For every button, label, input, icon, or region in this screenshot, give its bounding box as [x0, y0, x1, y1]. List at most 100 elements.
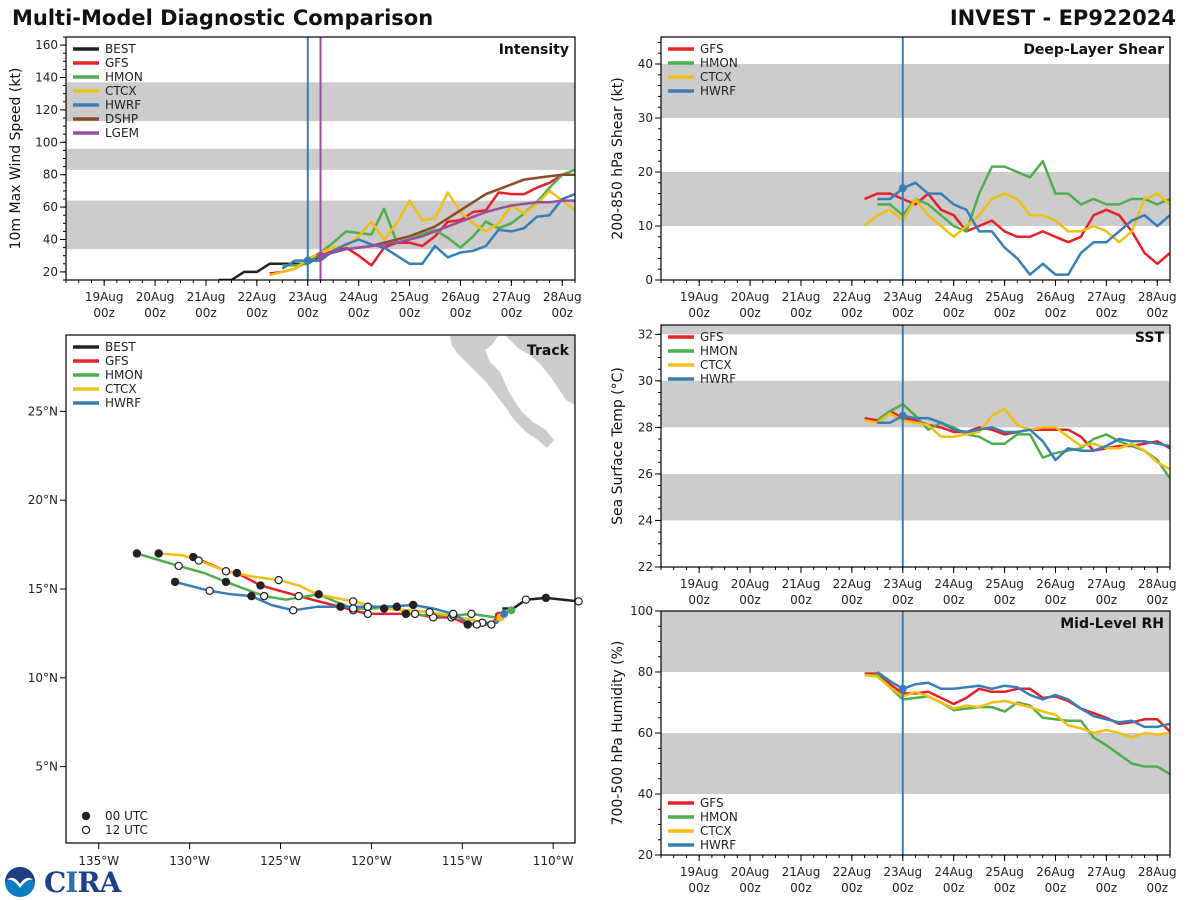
x-tick-label: 19Aug: [680, 290, 719, 304]
y-tick-label: 120: [35, 103, 58, 117]
track-marker-00utc: [154, 549, 163, 558]
x-tick-label: 19Aug: [85, 290, 124, 304]
x-tick-sublabel: 00z: [1045, 306, 1067, 320]
x-tick-label: 23Aug: [883, 865, 922, 879]
land-mexico-mainland: [505, 335, 575, 405]
track-marker-12utc: [363, 602, 372, 611]
track-marker-00utc: [232, 568, 242, 578]
threshold-band: [661, 733, 1170, 794]
track-marker-12utc: [410, 609, 420, 619]
legend-label: CTCX: [700, 824, 732, 838]
track-marker-00utc: [409, 600, 418, 610]
x-tick-label: 28Aug: [1138, 865, 1177, 879]
x-tick-sublabel: 00z: [994, 593, 1016, 607]
initial-point-marker: [316, 251, 325, 260]
legend-label: HWRF: [700, 838, 736, 852]
legend-label: GFS: [105, 354, 129, 368]
track-marker-12utc: [425, 607, 434, 617]
legend-item-gfs: GFS: [73, 354, 129, 368]
x-tick-label: 20Aug: [731, 290, 770, 304]
x-tick-sublabel: 00z: [1146, 306, 1168, 320]
x-tick-sublabel: 00z: [348, 306, 370, 320]
legend-item-hmon: HMON: [73, 368, 143, 382]
x-tick-sublabel: 00z: [399, 306, 421, 320]
x-tick-sublabel: 00z: [1045, 593, 1067, 607]
y-tick-label: 5°N: [35, 760, 58, 774]
x-tick-label: 28Aug: [1138, 577, 1177, 591]
x-tick-sublabel: 00z: [943, 306, 965, 320]
legend-item-best: BEST: [73, 42, 136, 56]
rh-panel: 20 40 60 80 100 19Aug 00z 20Aug 00z 21Aug 00z 22Aug…: [610, 604, 1177, 895]
track-marker-00utc: [336, 602, 345, 611]
x-tick-sublabel: 00z: [501, 306, 523, 320]
x-tick-label: 28Aug: [543, 290, 582, 304]
y-tick-label: 40: [43, 233, 58, 247]
x-tick-sublabel: 00z: [841, 881, 863, 895]
panel-title: Mid-Level RH: [1060, 616, 1164, 632]
x-tick-label: 25Aug: [985, 290, 1024, 304]
y-tick-label: 40: [638, 57, 653, 71]
x-tick-label: 27Aug: [492, 290, 531, 304]
y-tick-label: 24: [638, 513, 653, 527]
x-tick-sublabel: 00z: [688, 593, 710, 607]
legend-label: CTCX: [105, 382, 137, 396]
legend-item-ctcx: CTCX: [668, 70, 732, 84]
x-tick-label: 26Aug: [1036, 865, 1075, 879]
x-tick-sublabel: 00z: [841, 306, 863, 320]
plot-frame: [660, 610, 1171, 856]
y-tick-label: 30: [638, 374, 653, 388]
series-line-ctcx: [864, 407, 1170, 471]
track-marker-00utc: [256, 581, 265, 590]
y-tick-label: 25°N: [28, 404, 58, 418]
track-marker-00utc: [221, 577, 231, 587]
legend-label: HWRF: [105, 98, 141, 112]
legend-item-hmon: HMON: [668, 344, 738, 358]
y-tick-label: 80: [638, 665, 653, 679]
x-tick-label: 19Aug: [680, 865, 719, 879]
track-marker-00utc: [463, 620, 472, 629]
series-line-gfs: [864, 672, 1170, 733]
x-tick-label: 20Aug: [136, 290, 175, 304]
x-tick-sublabel: 00z: [1045, 881, 1067, 895]
panel-title: Deep-Layer Shear: [1023, 42, 1164, 58]
series-line-ctcx: [863, 192, 1170, 244]
track-marker-12utc: [289, 606, 298, 615]
x-tick-label: 130°W: [169, 854, 210, 868]
threshold-band: [661, 325, 1170, 335]
x-tick-sublabel: 00z: [551, 306, 573, 320]
plot-frame: [65, 36, 576, 281]
x-tick-label: 120°W: [351, 854, 392, 868]
legend-item-ctcx: CTCX: [668, 358, 732, 372]
x-tick-sublabel: 00z: [943, 593, 965, 607]
legend-item-ctcx: CTCX: [73, 382, 137, 396]
track-marker-12utc: [467, 609, 476, 619]
legend-item-ctcx: CTCX: [668, 824, 732, 838]
threshold-band: [661, 64, 1170, 118]
track-marker-12utc: [349, 604, 358, 613]
track-marker-12utc: [259, 591, 269, 601]
x-tick-sublabel: 00z: [1096, 306, 1118, 320]
y-tick-label: 10°N: [28, 671, 58, 685]
legend-label: HWRF: [700, 84, 736, 98]
track-marker-12utc: [363, 609, 372, 619]
x-tick-sublabel: 00z: [739, 306, 761, 320]
legend-label: LGEM: [105, 126, 139, 140]
legend-item-hmon: HMON: [73, 70, 143, 84]
panel-title: SST: [1135, 330, 1165, 346]
page-title: Multi-Model Diagnostic Comparison: [12, 6, 434, 30]
x-tick-label: 27Aug: [1087, 577, 1126, 591]
panel-title: Intensity: [499, 42, 569, 58]
track-marker-12utc: [487, 620, 496, 629]
track-marker-12utc: [174, 561, 183, 571]
y-tick-label: 30: [638, 111, 653, 125]
y-tick-label: 100: [35, 135, 58, 149]
y-tick-label: 15°N: [28, 582, 58, 596]
legend-label: HMON: [700, 56, 738, 70]
x-tick-label: 24Aug: [934, 290, 973, 304]
y-tick-label: 28: [638, 420, 653, 434]
y-axis-label: 200-850 hPa Shear (kt): [610, 77, 626, 239]
plot-frame: [65, 334, 576, 844]
track-marker-00utc: [132, 549, 142, 558]
legend-label: GFS: [700, 42, 724, 56]
